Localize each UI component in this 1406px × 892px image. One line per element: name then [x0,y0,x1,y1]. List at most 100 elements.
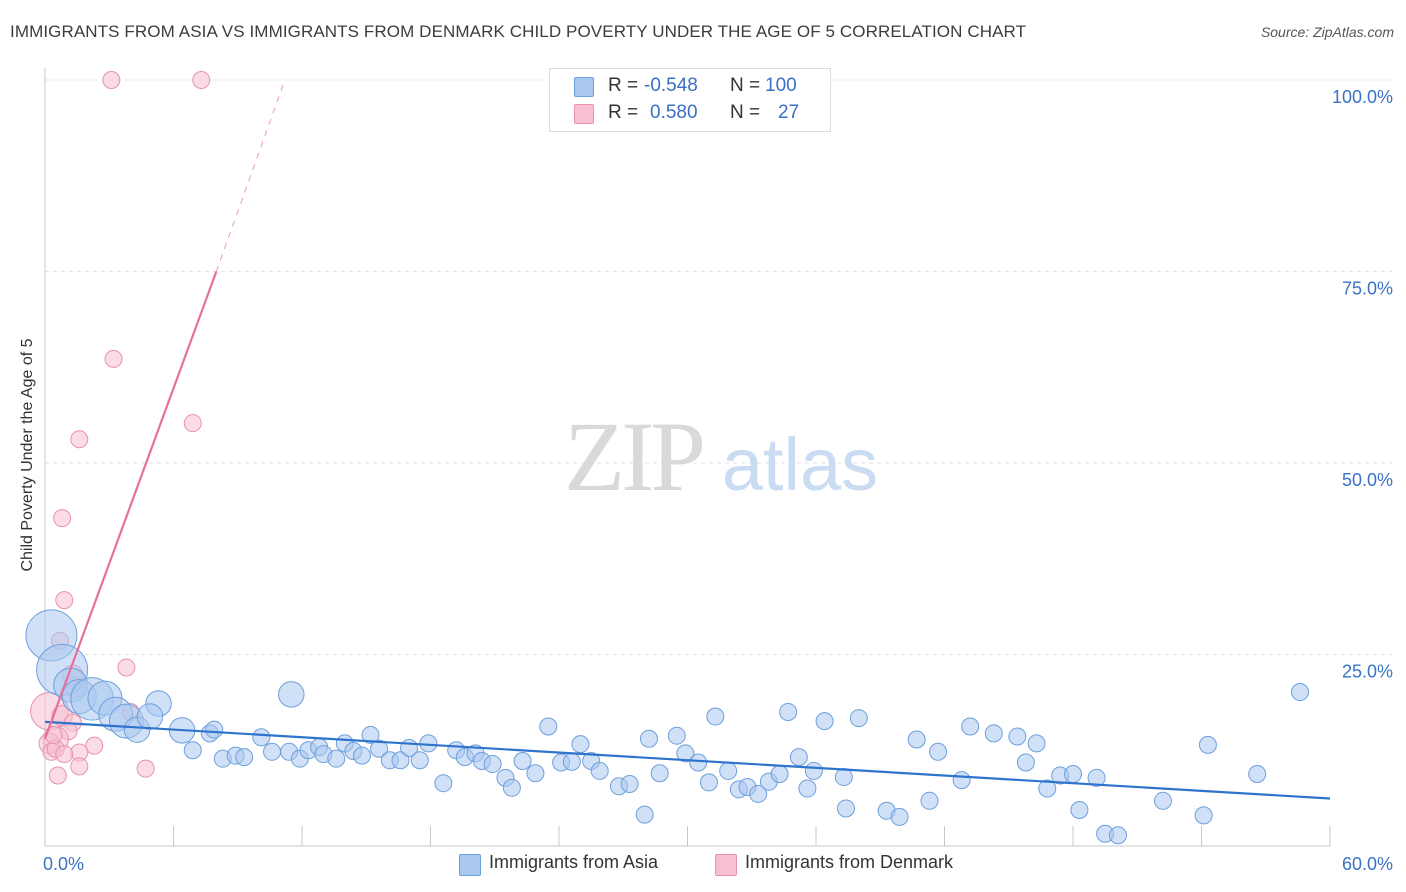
bottom-denmark-label: Immigrants from Denmark [745,852,954,872]
asia-point [815,712,834,731]
asia-point [361,725,380,744]
asia-point [907,730,926,749]
denmark-point [55,745,74,764]
bottom-asia-label: Immigrants from Asia [489,852,659,872]
denmark-point [53,509,72,528]
denmark-r-value: 0.580 [650,102,698,123]
asia-point [526,764,545,783]
denmark-point [70,430,89,449]
asia-point [1153,791,1172,810]
asia-point [1027,734,1046,753]
asia-point [1198,735,1217,754]
asia-point [1008,727,1027,746]
source-label: Source: ZipAtlas.com [1260,24,1394,40]
asia-point [327,749,346,768]
asia-point [639,729,658,748]
watermark-zip: ZIP [564,401,702,512]
asia-point [1248,764,1267,783]
asia-point [667,726,686,745]
asia-point [1087,768,1106,787]
x-tick-label: 0.0% [43,854,84,874]
denmark-swatch [574,104,594,124]
asia-point [410,751,429,770]
asia-point [1038,779,1057,798]
asia-point [689,753,708,772]
y-tick-label: 100.0% [1332,87,1393,107]
asia-point [539,717,558,736]
asia-point [635,805,654,824]
denmark-n-value: 27 [778,102,800,123]
asia-point [749,784,768,803]
asia-point [952,771,971,790]
x-tick-label: 60.0% [1342,854,1393,874]
bottom-legend-denmark: Immigrants from Denmark [715,852,1005,876]
asia-point [562,752,581,771]
asia-point [770,764,789,783]
grid-lines [45,79,1392,655]
denmark-point [55,591,74,610]
asia-point [834,768,853,787]
asia-point [370,739,389,758]
asia-point [434,774,453,793]
tick-labels: 25.0% 50.0% 75.0% 100.0% 0.0% 60.0% [43,87,1393,874]
asia-r-value: -0.548 [644,75,698,96]
asia-point [352,746,371,765]
legend-row-denmark: R = 0.580 N = 27 [550,101,830,127]
asia-point [590,761,609,780]
asia-point [483,755,502,774]
asia-point [205,720,224,739]
asia-point [1194,806,1213,825]
asia-point [676,744,695,763]
asia-point [235,748,254,767]
asia-r-label: R = [608,75,639,96]
denmark-r-label: R = [608,102,639,123]
asia-point [263,742,282,761]
asia-point [1108,826,1127,845]
asia-n-label: N = [730,75,761,96]
asia-point [804,761,823,780]
asia-point [779,702,798,721]
asia-point [650,764,669,783]
asia-point [1016,753,1035,772]
y-tick-label: 25.0% [1342,662,1393,682]
asia-point [798,779,817,798]
asia-trend-line [44,720,1331,800]
correlation-legend: R = -0.548 N = 100 R = 0.580 N = 27 [549,68,831,132]
watermark: ZIP atlas [564,401,878,512]
asia-point [571,735,590,754]
asia-point [849,709,868,728]
asia-point [706,707,725,726]
asia-point [1064,764,1082,783]
asia-point [699,773,718,792]
y-tick-label: 75.0% [1342,279,1393,299]
asia-point [890,807,909,826]
asia-point [183,741,202,760]
denmark-points [30,71,211,785]
y-tick-label: 50.0% [1342,470,1393,490]
asia-point [1291,683,1310,702]
asia-point [984,724,1003,743]
asia-point [502,778,521,797]
asia-point [929,742,948,761]
asia-point [789,748,808,767]
bottom-denmark-swatch [715,854,737,876]
asia-point [620,774,639,793]
denmark-point [44,725,63,744]
bottom-legend-asia: Immigrants from Asia [459,852,699,876]
asia-point [719,761,738,780]
watermark-atlas: atlas [722,423,878,506]
asia-point [920,791,939,810]
denmark-trend-line [43,271,218,740]
legend-row-asia: R = -0.548 N = 100 [550,74,830,100]
denmark-point [183,414,202,433]
denmark-point [85,736,104,755]
denmark-point [192,71,211,89]
asia-point [836,799,855,818]
denmark-n-label: N = [730,102,761,123]
bottom-asia-swatch [459,854,481,876]
asia-point [391,751,410,770]
denmark-point [48,766,67,785]
trend-lines [43,79,1331,800]
asia-points [25,609,1310,845]
